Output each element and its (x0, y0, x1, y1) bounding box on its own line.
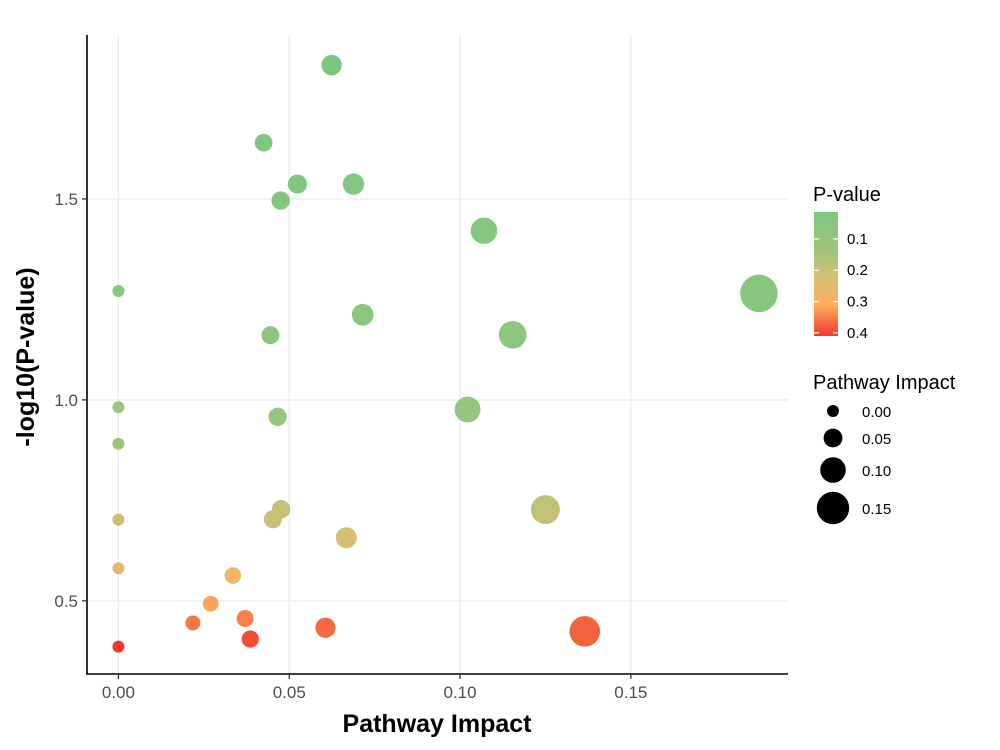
data-point (112, 437, 125, 450)
color-legend-title: P-value (813, 184, 881, 206)
color-legend: P-value 0.1 0.2 0.3 0.4 (813, 184, 881, 342)
data-point (315, 617, 336, 638)
data-point (335, 527, 357, 549)
data-point (454, 396, 481, 423)
x-tick-label: 0.10 (443, 683, 476, 702)
x-tick-label: 0.00 (102, 683, 135, 702)
x-axis-title: Pathway Impact (343, 710, 533, 738)
data-point (241, 630, 259, 648)
y-tick-label: 1.5 (54, 190, 78, 209)
size-legend-label: 0.00 (862, 404, 891, 421)
grid (87, 35, 788, 674)
x-axis-ticks: 0.00 0.05 0.10 0.15 (102, 674, 647, 702)
x-tick-label: 0.05 (273, 683, 306, 702)
data-point (321, 54, 342, 76)
y-axis-ticks: 0.5 1.0 1.5 (54, 190, 87, 611)
data-point (112, 562, 125, 575)
size-legend-title: Pathway Impact (813, 372, 956, 394)
data-point (236, 610, 254, 628)
data-point (224, 567, 242, 584)
size-legend-key (827, 405, 839, 417)
data-point (498, 320, 527, 349)
data-point (569, 616, 601, 647)
data-point (202, 595, 219, 612)
y-tick-label: 1.0 (54, 391, 78, 410)
color-legend-label: 0.3 (847, 294, 868, 311)
data-point (112, 285, 125, 298)
data-point (342, 173, 365, 195)
size-legend-key (816, 491, 850, 525)
color-legend-bar (814, 212, 838, 336)
x-tick-label: 0.15 (614, 683, 647, 702)
data-point (254, 133, 273, 152)
size-legend-label: 0.15 (862, 501, 891, 518)
data-point (268, 407, 287, 426)
color-legend-label: 0.4 (847, 325, 868, 342)
data-point (112, 640, 125, 653)
color-legend-label: 0.2 (847, 262, 868, 279)
data-point (261, 326, 280, 345)
data-point (185, 615, 201, 631)
size-legend-key (820, 457, 846, 483)
data-point (112, 401, 125, 414)
data-point (470, 217, 498, 244)
data-point (351, 303, 374, 326)
data-point (530, 495, 560, 525)
size-legend-key (823, 428, 843, 448)
data-point (263, 510, 282, 529)
data-point (740, 274, 778, 313)
color-legend-ticks: 0.1 0.2 0.3 0.4 (814, 231, 868, 342)
size-legend-label: 0.10 (862, 463, 891, 480)
data-point (287, 174, 307, 194)
size-legend: Pathway Impact 0.00 0.05 0.10 0.15 (813, 372, 956, 525)
data-point (271, 191, 290, 210)
size-legend-items: 0.00 0.05 0.10 0.15 (816, 404, 891, 525)
y-tick-label: 0.5 (54, 592, 78, 611)
data-point (112, 513, 125, 526)
size-legend-label: 0.05 (862, 431, 891, 448)
data-points (112, 54, 778, 653)
color-legend-label: 0.1 (847, 231, 868, 248)
y-axis-title: -log10(P-value) (12, 267, 40, 446)
